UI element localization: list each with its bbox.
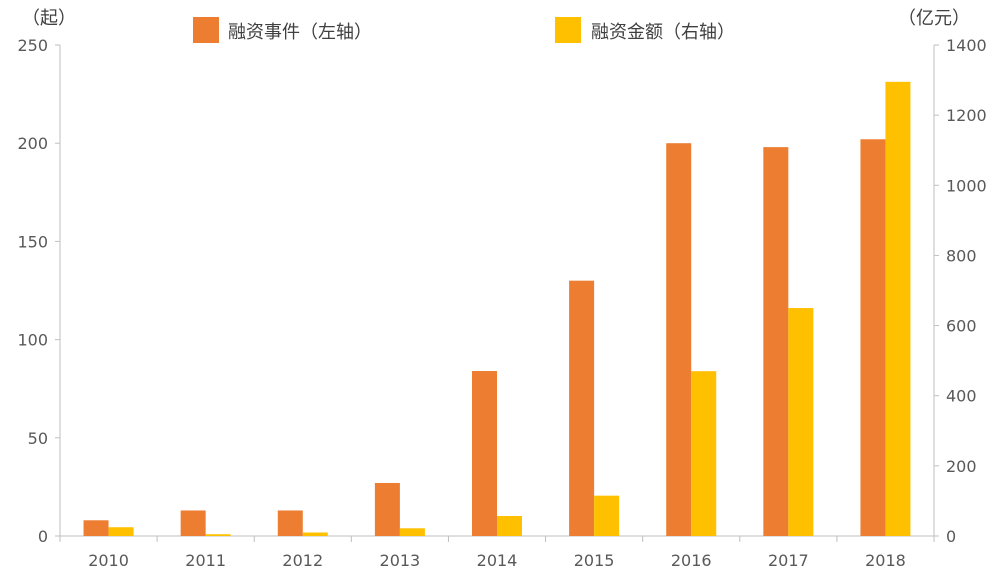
- left-axis-tick-label: 200: [17, 134, 48, 153]
- right-axis-tick-label: 600: [946, 317, 977, 336]
- bar-financing-events-2017: [763, 147, 789, 537]
- bar-financing-amount-2013: [399, 528, 425, 536]
- x-axis-tick-label: 2014: [477, 551, 518, 570]
- right-axis-tick-label: 200: [946, 457, 977, 476]
- left-axis-tick-label: 250: [17, 36, 48, 55]
- bar-financing-amount-2016: [691, 371, 717, 536]
- x-axis-tick-label: 2018: [865, 551, 906, 570]
- legend-label-financing-amount: 融资金额（右轴）: [591, 22, 735, 43]
- x-axis-tick-label: 2016: [671, 551, 712, 570]
- left-axis-tick-label: 150: [17, 232, 48, 251]
- bar-financing-events-2010: [83, 520, 109, 536]
- legend: 融资事件（左轴） 融资金额（右轴）: [193, 17, 735, 43]
- bar-financing-amount-2015: [594, 495, 620, 536]
- bar-financing-events-2018: [860, 139, 886, 536]
- x-axis-tick-label: 2015: [574, 551, 615, 570]
- bar-financing-amount-2010: [108, 527, 134, 536]
- bar-financing-events-2016: [666, 143, 692, 536]
- left-axis-tick-label: 100: [17, 331, 48, 350]
- right-axis-tick-label: 400: [946, 387, 977, 406]
- right-axis-tick-label: 1400: [946, 36, 987, 55]
- x-axis-tick-label: 2010: [88, 551, 129, 570]
- legend-swatch-financing-events: [193, 17, 219, 43]
- legend-label-financing-events: 融资事件（左轴）: [228, 22, 372, 43]
- bar-financing-amount-2011: [205, 534, 231, 536]
- x-axis-tick-label: 2017: [768, 551, 809, 570]
- bar-financing-events-2013: [374, 482, 400, 536]
- bar-financing-amount-2018: [885, 81, 911, 536]
- left-axis-unit: （起）: [22, 8, 76, 29]
- bar-financing-events-2014: [472, 371, 497, 536]
- bar-financing-amount-2014: [497, 516, 522, 536]
- bars: [83, 81, 911, 537]
- x-axis-tick-label: 2011: [185, 551, 226, 570]
- left-axis-tick-label: 50: [28, 429, 48, 448]
- ticks: 0 50 100 150 200 250 0 200 400 600 800 1000 1200 1400…: [17, 36, 986, 570]
- right-axis-tick-label: 0: [946, 527, 956, 546]
- bar-financing-events-2015: [569, 280, 595, 536]
- bar-financing-amount-2012: [302, 532, 328, 536]
- right-axis-tick-label: 1000: [946, 176, 987, 195]
- bar-financing-events-2011: [180, 510, 206, 536]
- x-axis-tick-label: 2012: [282, 551, 323, 570]
- left-axis-tick-label: 0: [38, 527, 48, 546]
- bar-financing-events-2012: [277, 510, 303, 536]
- x-axis-tick-label: 2013: [380, 551, 421, 570]
- right-axis-unit: （亿元）: [898, 8, 970, 29]
- right-axis-tick-label: 800: [946, 246, 977, 265]
- legend-swatch-financing-amount: [555, 17, 581, 43]
- right-axis-tick-label: 1200: [946, 106, 987, 125]
- bar-financing-amount-2017: [788, 308, 814, 536]
